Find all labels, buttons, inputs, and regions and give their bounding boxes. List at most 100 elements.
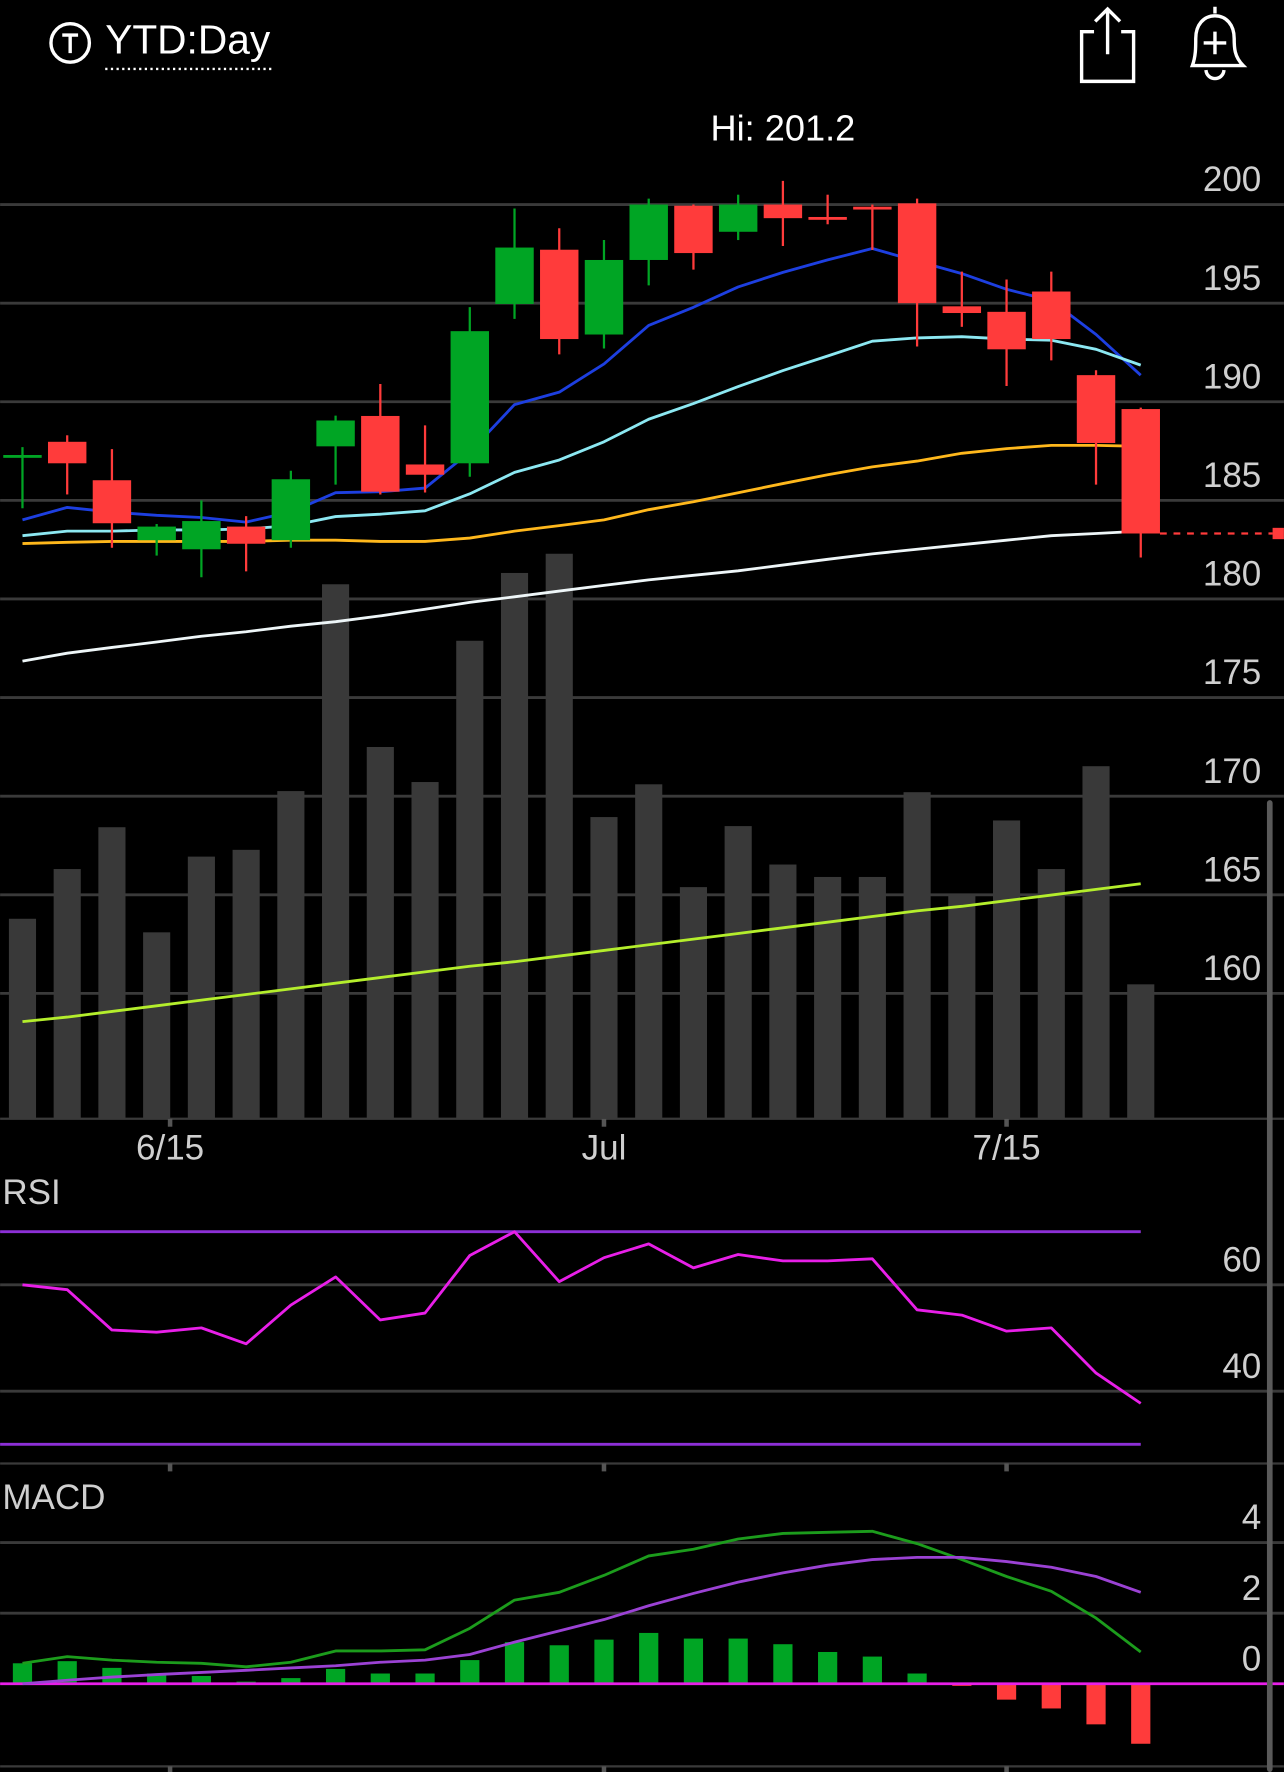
macd-histogram-bar [504,1642,525,1684]
macd-histogram-bar [862,1656,882,1684]
y-tick-label: 2 [1242,1569,1261,1608]
panel-title: RSI [2,1173,60,1212]
volume-bar [679,887,708,1119]
macd-histogram-bar [594,1639,614,1684]
candle-body [450,331,489,464]
volume-bar [814,876,842,1119]
bell-icon [1189,6,1248,81]
volume-bar [98,827,126,1119]
macd-histogram-bar [773,1644,793,1684]
x-tick-label: Jul [582,1129,627,1168]
macd-histogram-bar [281,1678,301,1684]
y-tick-label: 60 [1222,1240,1261,1279]
candle-body [718,204,758,232]
y-tick-label: 160 [1203,949,1261,988]
y-tick-label: 180 [1203,555,1261,594]
macd-histogram-bar [549,1645,569,1684]
volume-bar [187,856,215,1119]
y-tick-label: 0 [1242,1639,1261,1678]
candle-body [808,216,847,220]
range-title[interactable]: YTD:Day [105,17,271,63]
candle-body [897,203,937,304]
candle-body [1121,409,1160,534]
moving-average-line [22,247,1142,524]
volume-bar [277,791,305,1119]
volume-bar [769,864,797,1119]
range-selector[interactable]: YTD:Day [49,17,275,71]
candle-body [405,464,445,475]
volume-bar [500,572,529,1119]
candle-body [47,441,87,464]
candle-body [316,420,355,447]
volume-bar [1037,869,1065,1119]
macd-histogram-bar [1041,1683,1061,1709]
candle-body [1032,291,1071,340]
candle-body [271,479,311,541]
macd-histogram-bar [818,1651,838,1684]
last-price-marker [1272,527,1284,540]
volume-bar [322,584,350,1119]
y-tick-label: 40 [1222,1347,1261,1386]
macd-histogram-bar [325,1668,346,1684]
macd-histogram-bar [728,1638,748,1684]
y-tick-label: 190 [1203,357,1261,396]
macd-line [22,1555,1142,1686]
macd-histogram-bar [147,1673,167,1684]
rsi-line [22,1230,1142,1405]
volume-bar [858,876,886,1119]
moving-average-line [22,529,1141,663]
macd-histogram-bar [996,1683,1017,1700]
macd-histogram-bar [415,1673,435,1684]
candle-body [182,521,221,550]
panel-title: MACD [2,1478,105,1517]
share-button[interactable] [1079,6,1136,84]
scrollbar [1266,800,1273,1772]
candle-body [1076,375,1116,443]
volume-bar [456,640,484,1119]
candle-body [92,480,132,524]
macd-histogram-bar [907,1673,927,1684]
volume-bar [1082,766,1110,1119]
x-tick-label: 7/15 [972,1129,1040,1168]
volume-bar [366,746,394,1119]
volume-bar [635,784,663,1119]
candle-body [853,206,892,210]
volume-bar [1127,984,1155,1119]
volume-bar [724,826,752,1119]
candle-body [763,204,803,219]
volume-bar [143,932,171,1119]
y-tick-label: 195 [1203,259,1261,298]
candle-body [942,306,982,314]
volume-bar [545,553,573,1119]
volume-bar [993,820,1021,1119]
candle-body [584,259,624,335]
macd-histogram-bar [370,1673,390,1684]
share-icon-box [1079,29,1136,84]
macd-histogram-bar [191,1675,211,1684]
y-tick-label: 165 [1203,850,1261,889]
alert-button[interactable] [1189,6,1248,81]
candle-body [3,455,42,458]
candle-body [674,205,713,254]
volume-bar [903,792,931,1119]
macd-histogram-bar [639,1632,659,1684]
high-label: Hi: 201.2 [711,108,856,149]
macd-histogram-bar [12,1663,33,1684]
x-tick-label: 6/15 [136,1129,204,1168]
range-icon-glyph [62,33,79,54]
volume-average-line [22,882,1141,1024]
candle-body [361,415,400,492]
volume-bar [948,893,976,1119]
volume-bar [411,782,439,1119]
candle-body [987,311,1026,350]
y-tick-label: 175 [1203,653,1261,692]
y-tick-label: 185 [1203,456,1261,495]
y-tick-label: 200 [1203,160,1261,199]
bell-plus [1203,31,1227,55]
volume-bar [590,817,618,1119]
macd-histogram-bar [683,1638,704,1684]
macd-histogram-bar [1086,1683,1106,1725]
candle-body [540,249,579,340]
